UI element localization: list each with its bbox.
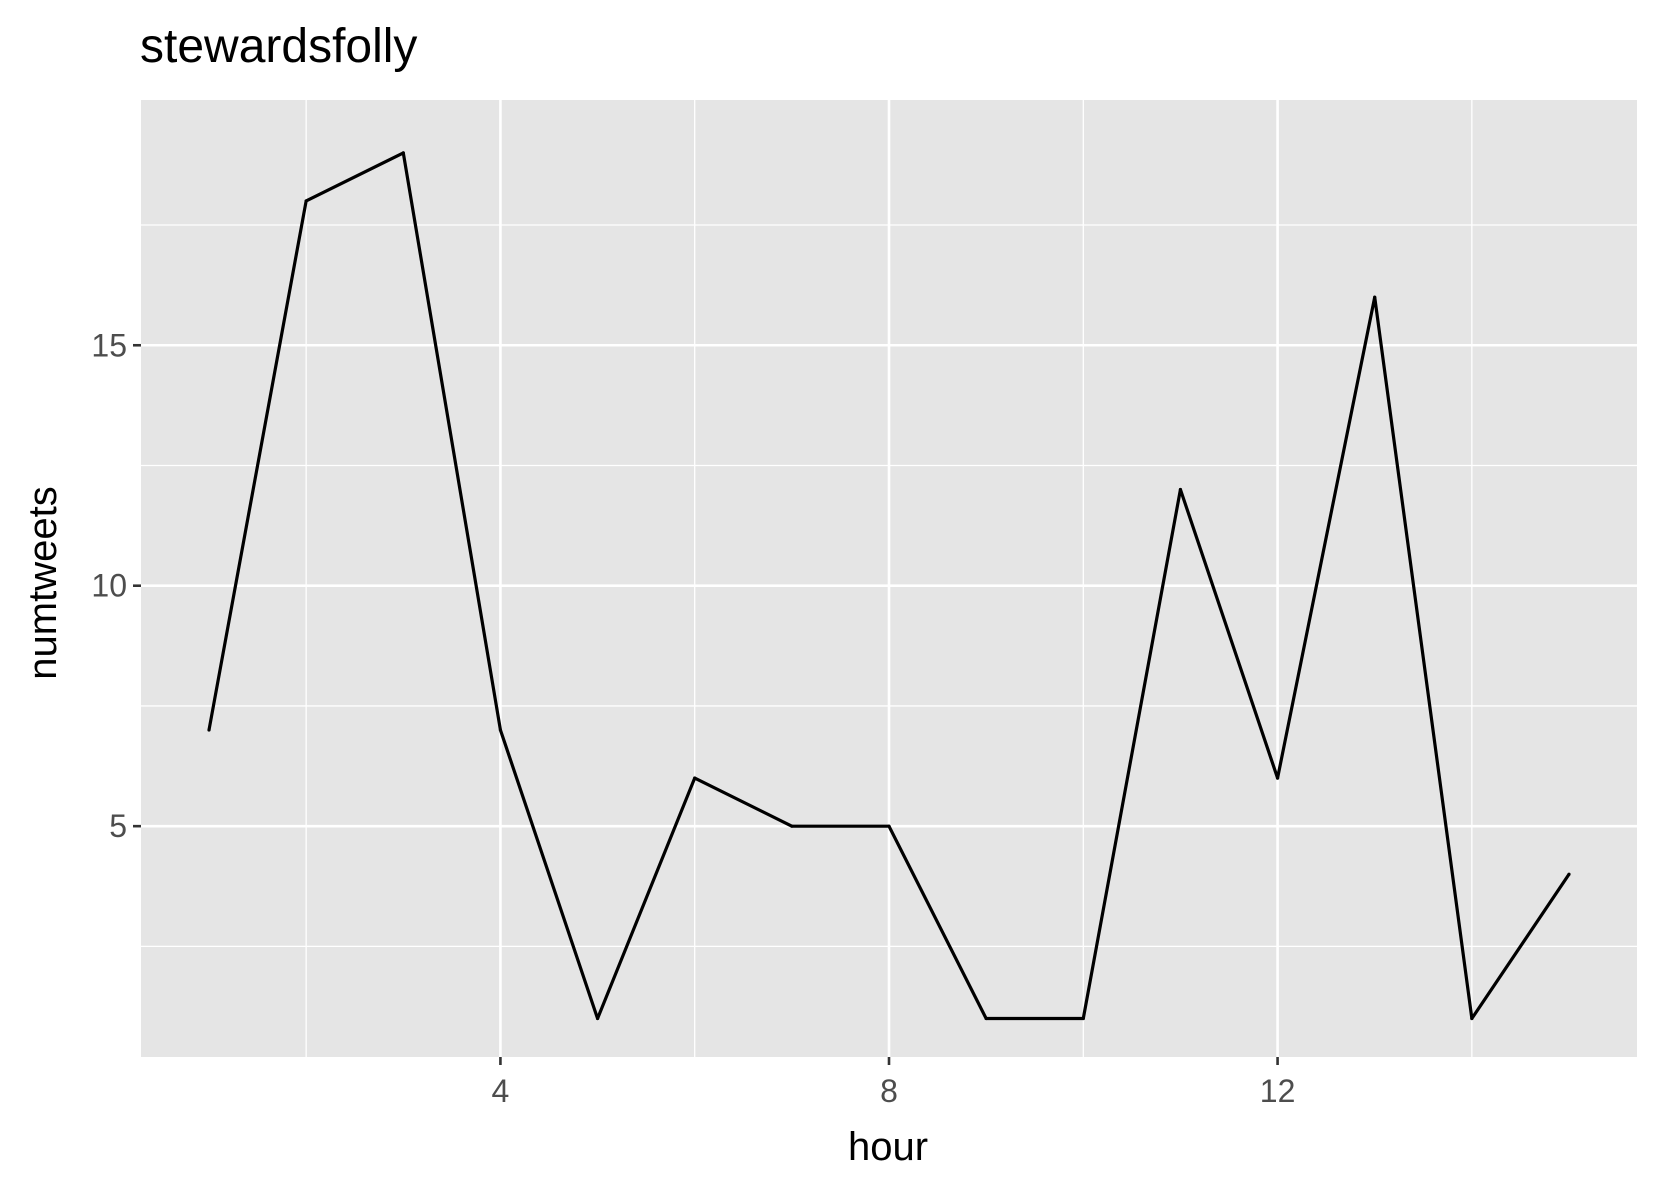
data-point bbox=[790, 824, 794, 828]
data-point bbox=[595, 1016, 600, 1021]
chart-title: stewardsfolly bbox=[140, 20, 417, 73]
data-point bbox=[498, 728, 503, 732]
data-point bbox=[984, 1016, 988, 1021]
x-tick-label: 4 bbox=[492, 1073, 510, 1109]
data-point bbox=[1275, 776, 1280, 780]
data-point bbox=[887, 824, 891, 828]
axis-ticks: 4 8 12 5 10 15 bbox=[91, 327, 1295, 1109]
data-point bbox=[207, 728, 211, 732]
major-gridlines bbox=[141, 100, 1637, 1057]
y-axis-title: numtweets bbox=[21, 486, 65, 679]
data-point bbox=[693, 776, 697, 780]
x-tick-label: 12 bbox=[1260, 1073, 1296, 1109]
y-tick-label: 15 bbox=[91, 327, 127, 363]
data-point bbox=[1081, 1016, 1085, 1021]
data-point bbox=[1373, 295, 1377, 299]
y-tick-label: 5 bbox=[109, 808, 127, 844]
data-point bbox=[401, 151, 405, 155]
x-tick-label: 8 bbox=[880, 1073, 898, 1109]
data-point bbox=[1470, 1016, 1474, 1021]
series-group bbox=[207, 151, 1571, 1021]
y-tick-label: 10 bbox=[91, 568, 127, 604]
x-axis-title: hour bbox=[848, 1125, 928, 1169]
data-point bbox=[304, 199, 308, 203]
data-point bbox=[1567, 872, 1571, 876]
data-point bbox=[1178, 487, 1183, 492]
